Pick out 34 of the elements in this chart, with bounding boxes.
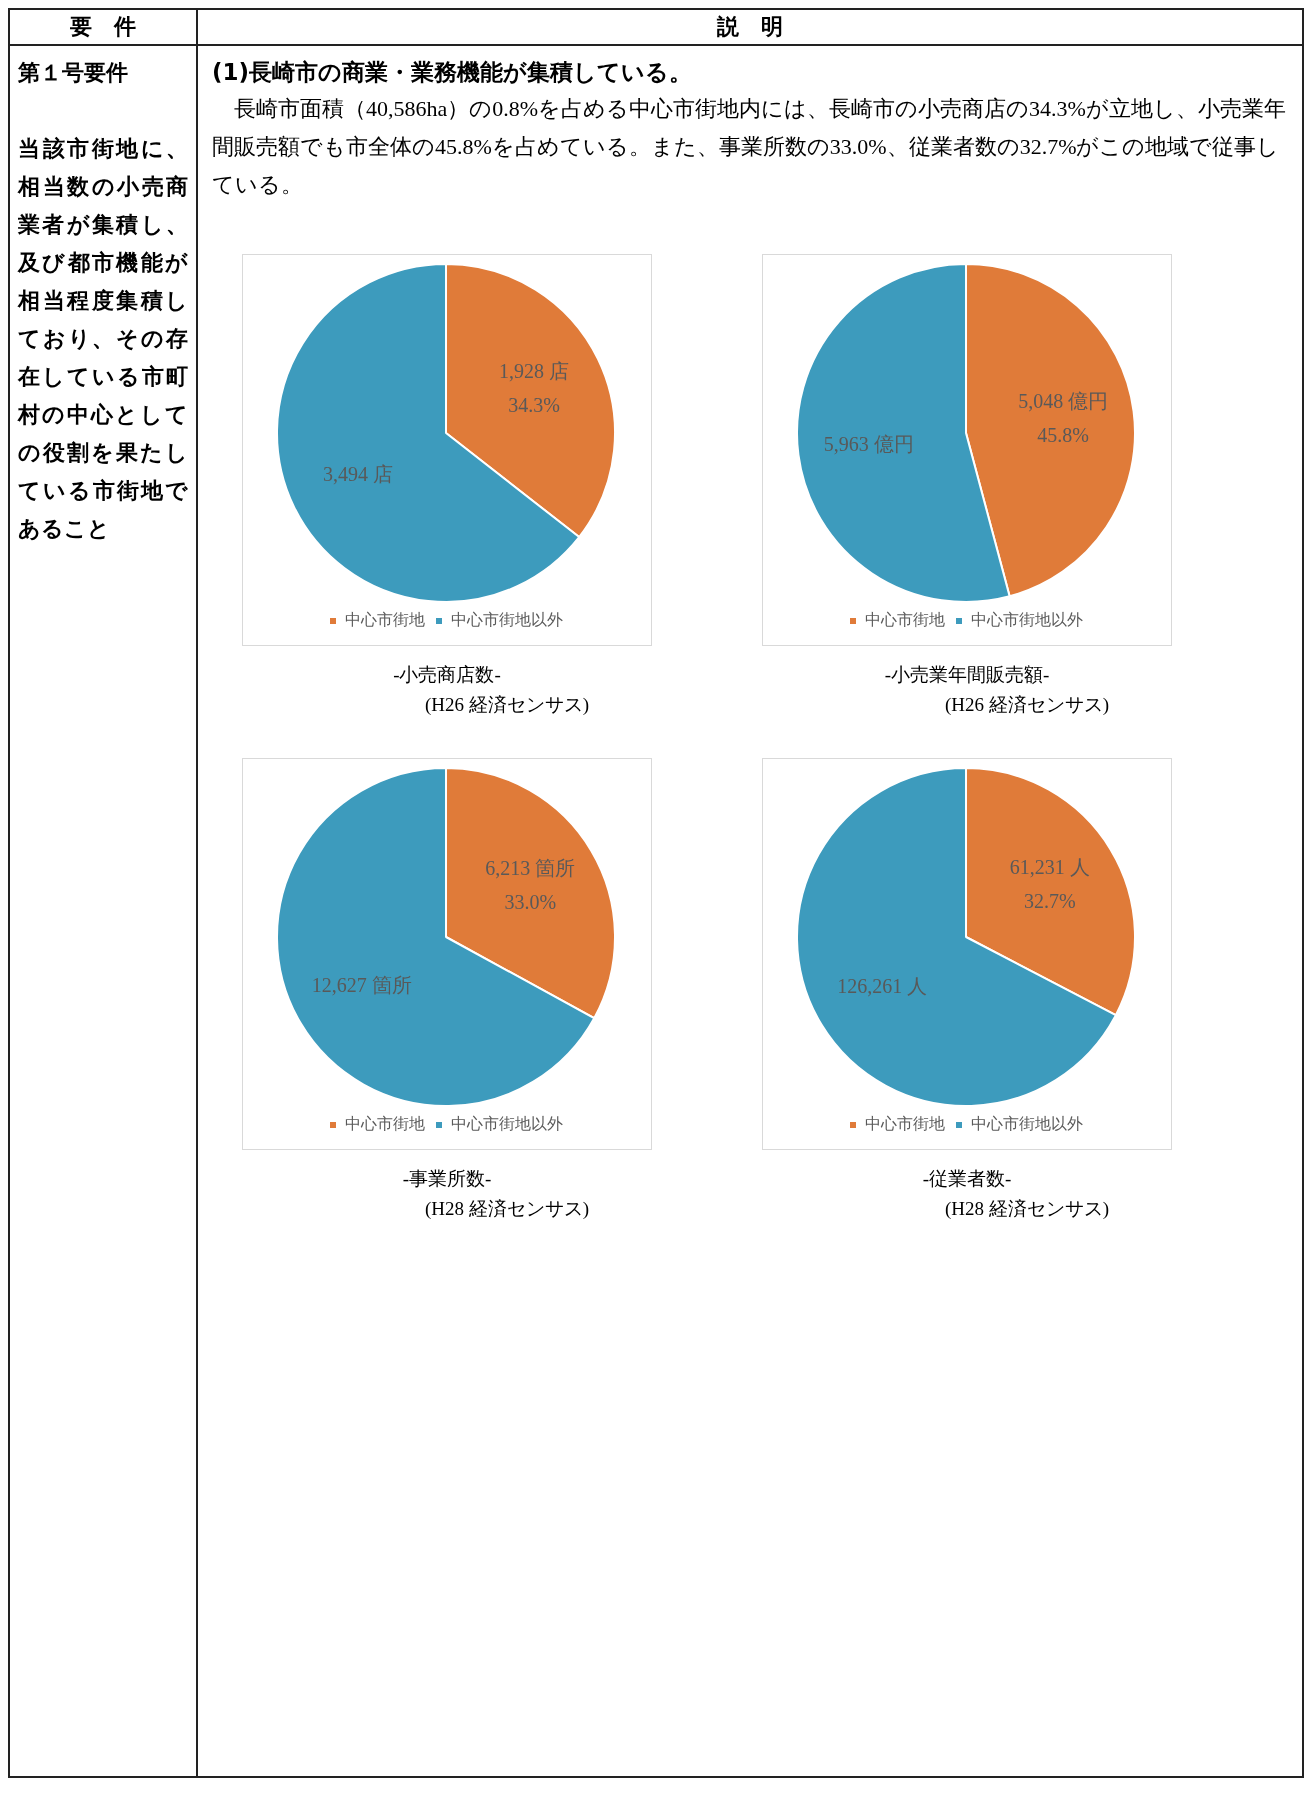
legend-label: 中心市街地	[865, 1114, 945, 1134]
text: (H28 経済センサス)	[423, 1197, 591, 1221]
data-label: 5,048 億円	[1018, 390, 1109, 413]
data-label: 1,928 店	[499, 360, 570, 383]
data-label: 6,213 箇所	[485, 857, 576, 880]
text: 要 件	[10, 10, 198, 46]
text: (H26 経済センサス)	[423, 693, 591, 717]
legend-label: 中心市街地以外	[451, 1114, 563, 1134]
text: 34.3%	[508, 394, 560, 417]
text: (H28 経済センサス)	[943, 1197, 1111, 1221]
text: (H26 経済センサス)	[943, 693, 1111, 717]
text: 第１号要件	[18, 59, 129, 87]
legend-label: 中心市街地以外	[971, 1114, 1083, 1134]
text: -事業所数-	[401, 1167, 493, 1191]
text: 32.7%	[1023, 890, 1076, 913]
text: 当該市街地に、相当数の小売商業者が集積し、及び都市機能が相当程度集積しており、その存在している市町村の中心としての役割を果たしている市街地であること	[18, 136, 188, 541]
data-label: 3,494 店	[322, 463, 393, 486]
legend-label: 中心市街地	[345, 1114, 425, 1134]
data-label: 12,627 箇所	[311, 974, 412, 997]
data-label: 126,261 人	[837, 975, 928, 998]
text: 長崎市面積（40,586ha）の0.8%を占める中心市街地内には、長崎市の小売商店の34.3%が立地し、小売業年間販売額でも市全体の45.8%を占めている。また、事業所数の33.0%、従業者数の32.7%がこの地域で従事している。	[212, 95, 1287, 199]
text: 説 明	[198, 10, 1302, 46]
text: -小売商店数-	[392, 663, 502, 687]
text: -小売業年間販売額-	[883, 663, 1051, 687]
legend-label: 中心市街地以外	[971, 610, 1083, 630]
data-label: 5,963 億円	[823, 433, 914, 456]
legend-label: 中心市街地	[865, 610, 945, 630]
data-label: 61,231 人	[1009, 856, 1090, 879]
text: (1)長崎市の商業・業務機能が集積している。	[212, 58, 694, 87]
text: 33.0%	[504, 891, 557, 914]
text: -従業者数-	[921, 1167, 1013, 1191]
legend-label: 中心市街地	[345, 610, 425, 630]
legend-label: 中心市街地以外	[451, 610, 563, 630]
text: 45.8%	[1037, 424, 1090, 447]
